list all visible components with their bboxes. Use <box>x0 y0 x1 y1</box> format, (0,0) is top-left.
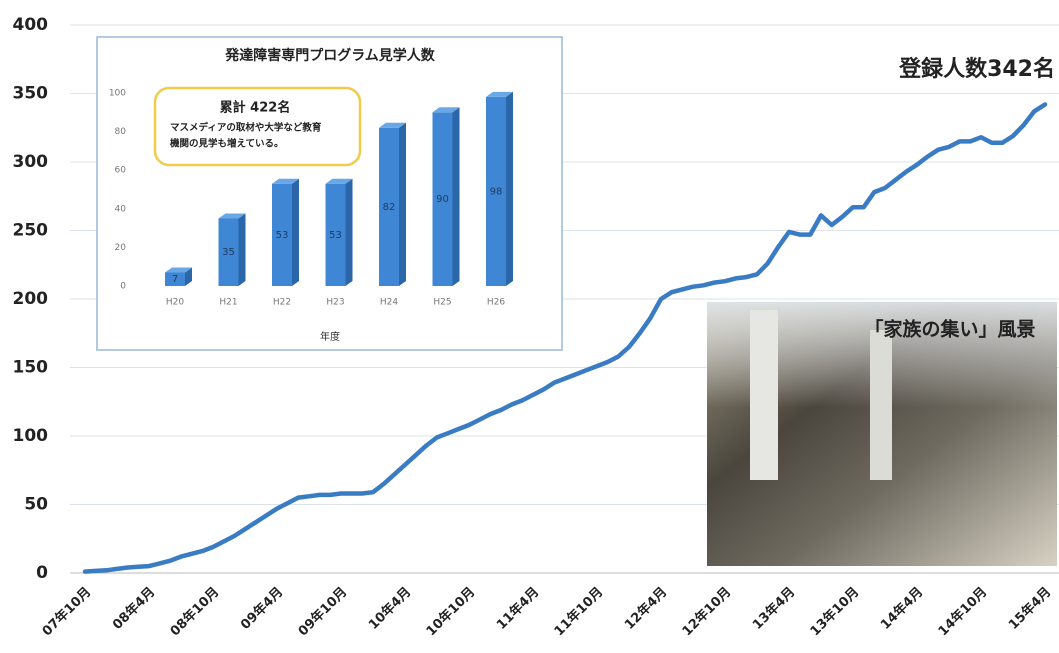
y-tick-label: 100 <box>13 426 49 446</box>
x-tick-label: H25 <box>433 298 451 308</box>
x-tick-label: H24 <box>380 298 398 308</box>
bar-top <box>218 213 246 219</box>
x-tick-label: 14年10月 <box>935 584 990 639</box>
x-tick-label: 09年10月 <box>295 584 350 639</box>
y-tick-label: 40 <box>115 204 127 214</box>
y-tick-label: 150 <box>13 358 49 378</box>
x-tick-label: 15年4月 <box>1005 584 1054 633</box>
bar-side <box>399 122 406 287</box>
bar-side <box>238 213 246 286</box>
y-tick-label: 300 <box>13 152 49 172</box>
y-tick-label: 0 <box>36 563 48 583</box>
bar-top <box>272 178 299 184</box>
photo-caption: 「家族の集い」風景 <box>864 318 1035 341</box>
y-tick-label: 350 <box>13 84 49 104</box>
x-tick-label: H22 <box>273 298 291 308</box>
y-tick-label: 100 <box>109 89 126 99</box>
photo-pillar <box>750 310 778 480</box>
y-tick-label: 60 <box>115 166 127 176</box>
photo: 「家族の集い」風景 <box>707 302 1057 566</box>
y-tick-label: 80 <box>115 127 127 137</box>
x-tick-label: 12年4月 <box>621 584 670 633</box>
inset-title: 発達障害専門プログラム見学人数 <box>224 47 436 64</box>
bar <box>432 112 453 286</box>
bar-top <box>165 267 192 273</box>
data-label: 82 <box>383 202 396 213</box>
bar-top <box>325 178 353 184</box>
x-tick-label: 09年4月 <box>237 584 286 633</box>
data-label: 53 <box>276 230 289 241</box>
callout-text: 機関の見学も増えている。 <box>170 138 284 150</box>
bar-side <box>345 178 353 286</box>
bar <box>272 183 292 286</box>
x-tick-label: 14年4月 <box>877 584 926 633</box>
annotation: 登録人数342名 <box>898 56 1055 82</box>
bar-side <box>452 107 460 286</box>
y-tick-label: 200 <box>13 289 49 309</box>
x-tick-label: 10年10月 <box>423 584 478 639</box>
y-tick-label: 20 <box>115 243 127 253</box>
x-tick-label: 12年10月 <box>679 584 734 639</box>
bar <box>486 96 506 286</box>
x-tick-label: 11年4月 <box>493 584 542 633</box>
x-tick-label: H23 <box>326 298 344 308</box>
y-tick-label: 50 <box>24 495 48 515</box>
bar-side <box>185 267 192 286</box>
inset-x-label: 年度 <box>320 330 340 343</box>
bar-side <box>292 178 299 286</box>
y-tick-label: 0 <box>120 282 126 292</box>
line <box>82 102 1048 574</box>
photo-pillar <box>870 330 892 480</box>
callout <box>153 86 362 167</box>
x-tick-label: 07年10月 <box>39 584 94 639</box>
x-tick-label: 11年10月 <box>551 584 606 639</box>
x-tick-label: 10年4月 <box>365 584 414 633</box>
x-tick-label: 13年10月 <box>807 584 862 639</box>
bar-top <box>486 91 513 97</box>
bar-top <box>379 122 406 128</box>
bar <box>379 127 399 287</box>
x-tick-label: H20 <box>166 298 184 308</box>
bar <box>218 218 239 286</box>
bar <box>165 272 185 286</box>
x-tick-label: 13年4月 <box>749 584 798 633</box>
data-label: 98 <box>490 186 503 197</box>
bar-top <box>432 107 460 113</box>
data-label: 90 <box>436 194 449 205</box>
x-tick-label: H26 <box>487 298 505 308</box>
bar <box>325 183 346 286</box>
x-tick-label: H21 <box>219 298 237 308</box>
bar-side <box>506 91 513 286</box>
y-tick-label: 400 <box>13 15 49 35</box>
data-label: 35 <box>222 247 235 258</box>
callout-text: マスメディアの取材や大学など教育 <box>170 122 322 134</box>
data-label: 7 <box>172 274 178 285</box>
inset-chart: 発達障害専門プログラム見学人数 年度 累計 422名 マスメディアの取材や大学な… <box>96 36 563 351</box>
y-tick-label: 250 <box>13 221 49 241</box>
callout-title: 累計 422名 <box>220 100 291 116</box>
data-label: 53 <box>329 230 342 241</box>
x-tick-label: 08年10月 <box>167 584 222 639</box>
x-tick-label: 08年4月 <box>109 584 158 633</box>
